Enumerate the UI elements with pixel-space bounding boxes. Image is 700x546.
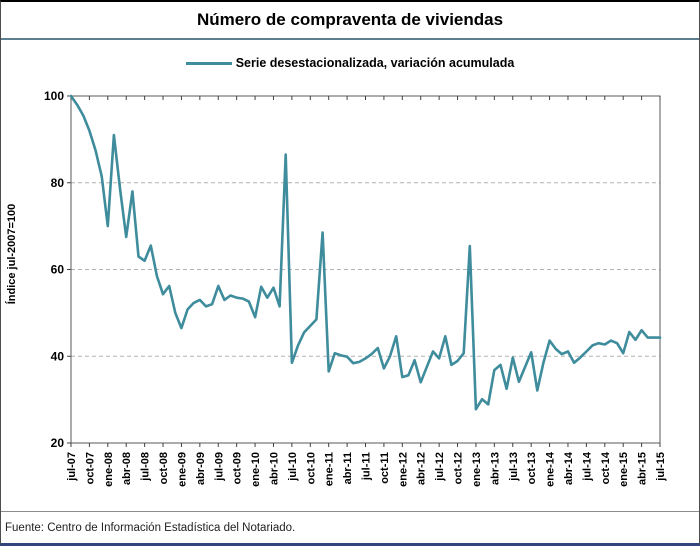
svg-text:Índice jul-2007=100: Índice jul-2007=100 [5, 204, 18, 305]
svg-text:ene-08: ene-08 [103, 452, 115, 487]
svg-text:80: 80 [51, 176, 65, 190]
svg-text:ene-13: ene-13 [471, 452, 483, 487]
title-separator [1, 38, 699, 40]
svg-text:abr-08: abr-08 [121, 452, 133, 485]
svg-text:jul-08: jul-08 [140, 452, 152, 482]
svg-text:ene-15: ene-15 [618, 452, 630, 487]
svg-text:abr-15: abr-15 [637, 452, 649, 485]
svg-text:20: 20 [51, 436, 65, 450]
svg-text:ene-11: ene-11 [324, 452, 336, 486]
svg-text:ene-14: ene-14 [545, 451, 557, 487]
svg-text:jul-15: jul-15 [655, 452, 667, 482]
svg-text:jul-09: jul-09 [213, 452, 225, 482]
svg-text:abr-09: abr-09 [195, 452, 207, 485]
svg-text:ene-10: ene-10 [250, 452, 262, 487]
svg-text:oct-10: oct-10 [305, 452, 317, 484]
svg-text:oct-08: oct-08 [158, 452, 170, 484]
svg-text:oct-11: oct-11 [379, 452, 391, 484]
svg-text:60: 60 [51, 263, 65, 277]
svg-text:abr-10: abr-10 [268, 452, 280, 485]
legend: Serie desestacionalizada, variación acum… [1, 40, 699, 86]
source-text: Fuente: Centro de Información Estadístic… [5, 521, 296, 534]
chart-title: Número de compraventa de viviendas [196, 10, 504, 29]
svg-text:oct-09: oct-09 [232, 452, 244, 484]
svg-text:oct-07: oct-07 [84, 452, 96, 484]
line-chart: 20 40 60 80 100 jul-07 oct-07 ene-08 abr-08 jul-0… [5, 89, 667, 487]
svg-text:abr-13: abr-13 [489, 452, 501, 485]
svg-text:jul-12: jul-12 [434, 452, 446, 482]
svg-text:jul-13: jul-13 [508, 452, 520, 482]
svg-text:40: 40 [51, 349, 65, 363]
svg-text:abr-12: abr-12 [416, 452, 428, 485]
legend-line-icon [185, 61, 232, 65]
footer-separator [1, 511, 699, 512]
svg-text:ene-09: ene-09 [176, 452, 188, 487]
plot-area: 20 40 60 80 100 jul-07 oct-07 ene-08 abr-08 jul-0… [1, 86, 699, 511]
svg-text:oct-13: oct-13 [526, 452, 538, 484]
svg-text:oct-12: oct-12 [453, 452, 465, 484]
svg-text:ene-12: ene-12 [397, 452, 409, 487]
svg-text:jul-14: jul-14 [581, 451, 593, 482]
svg-text:jul-07: jul-07 [66, 452, 78, 482]
svg-text:oct-14: oct-14 [600, 451, 612, 484]
svg-text:abr-11: abr-11 [342, 452, 354, 484]
svg-text:100: 100 [44, 89, 64, 103]
svg-text:jul-11: jul-11 [361, 452, 373, 481]
legend-label: Serie desestacionalizada, variación acum… [235, 56, 515, 70]
svg-text:jul-10: jul-10 [287, 452, 299, 482]
svg-text:abr-14: abr-14 [563, 451, 575, 485]
